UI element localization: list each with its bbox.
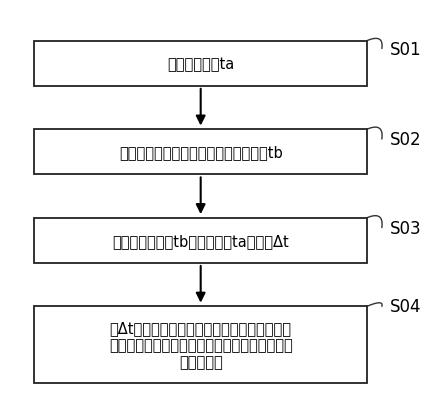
- Text: 检测离心机腔内温度，获得温度检测値tb: 检测离心机腔内温度，获得温度检测値tb: [119, 145, 282, 160]
- Text: S03: S03: [390, 219, 422, 237]
- Text: 在Δt的绝对値大于或等于预设阈値的情况下，
调整变频压缩机的转速，以使离心机腔内温度接
近目标温度: 在Δt的绝对値大于或等于预设阈値的情况下， 调整变频压缩机的转速，以使离心机腔内…: [109, 320, 293, 370]
- FancyBboxPatch shape: [35, 42, 367, 87]
- Text: S04: S04: [390, 298, 422, 316]
- Text: 计算温度检测値tb与参考温度ta的差値Δt: 计算温度检测値tb与参考温度ta的差値Δt: [112, 234, 289, 248]
- Text: 确定参考温度ta: 确定参考温度ta: [167, 57, 234, 72]
- Text: S01: S01: [390, 40, 422, 58]
- Text: S02: S02: [390, 131, 422, 149]
- FancyBboxPatch shape: [35, 307, 367, 383]
- FancyBboxPatch shape: [35, 130, 367, 175]
- FancyBboxPatch shape: [35, 218, 367, 263]
